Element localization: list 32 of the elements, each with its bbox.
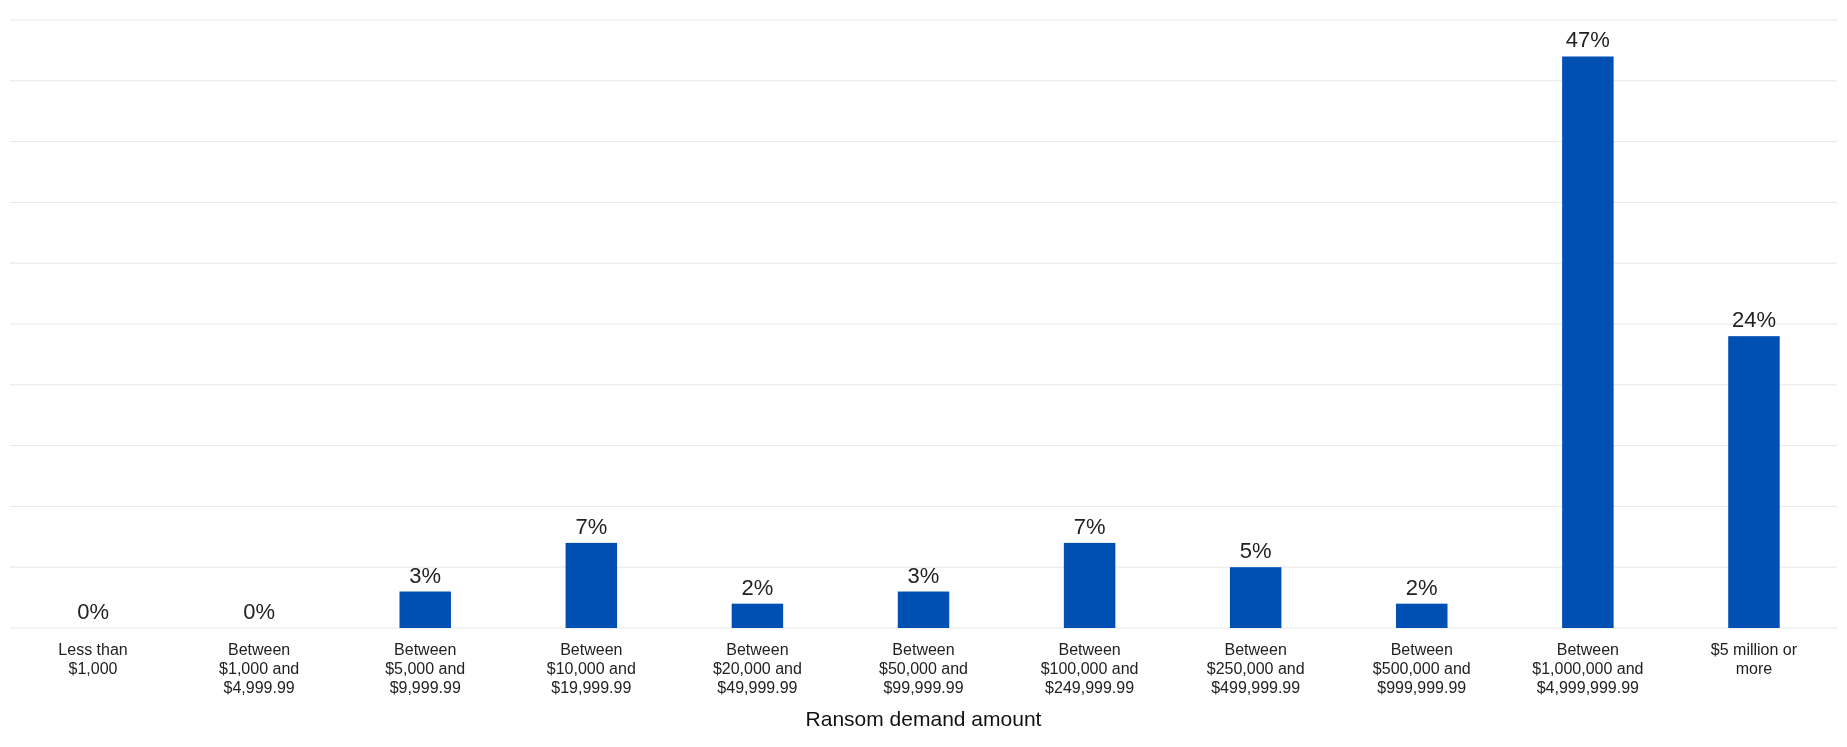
- x-tick-label: Between $100,000 and $249,999.99: [1040, 641, 1139, 696]
- data-label: 0%: [77, 599, 109, 624]
- data-label: 5%: [1239, 538, 1272, 564]
- data-label: 2%: [1405, 574, 1438, 600]
- data-label: 0%: [243, 599, 276, 624]
- x-tick-label: Between $250,000 and $499,999.99: [1206, 641, 1305, 696]
- data-label: 7%: [575, 513, 608, 539]
- x-tick-label: Between $20,000 and $49,999.99: [712, 641, 802, 696]
- data-label: 7%: [1073, 513, 1106, 539]
- x-tick-label: Between $1,000 and $4,999.99: [219, 641, 300, 696]
- data-label: 3%: [409, 562, 442, 588]
- x-tick-label: Between $10,000 and $19,999.99: [546, 641, 636, 696]
- bar: [897, 591, 950, 628]
- data-label: 24%: [1731, 307, 1776, 333]
- x-tick-label: Between $5,000 and $9,999.99: [385, 641, 466, 696]
- bar: [399, 591, 451, 628]
- data-label: 2%: [741, 574, 774, 600]
- x-tick-label: Between $50,000 and $99,999.99: [879, 641, 968, 696]
- x-tick-label: Between $500,000 and $999,999.99: [1372, 641, 1471, 696]
- bar: [1396, 603, 1448, 628]
- x-tick-label: $5 million or more: [1710, 641, 1798, 677]
- bar: [565, 542, 618, 628]
- data-label: 47%: [1565, 27, 1610, 53]
- bar: [731, 603, 784, 628]
- bar: [1728, 336, 1780, 628]
- bar: [1229, 567, 1282, 628]
- bar: [1063, 542, 1116, 628]
- bar: [1562, 56, 1614, 628]
- x-tick-label: Between $1,000,000 and $4,999,999.99: [1532, 641, 1644, 696]
- x-tick-label: Less than $1,000: [58, 641, 128, 677]
- x-axis-title: Ransom demand amount: [805, 707, 1042, 730]
- data-label: 3%: [907, 562, 940, 588]
